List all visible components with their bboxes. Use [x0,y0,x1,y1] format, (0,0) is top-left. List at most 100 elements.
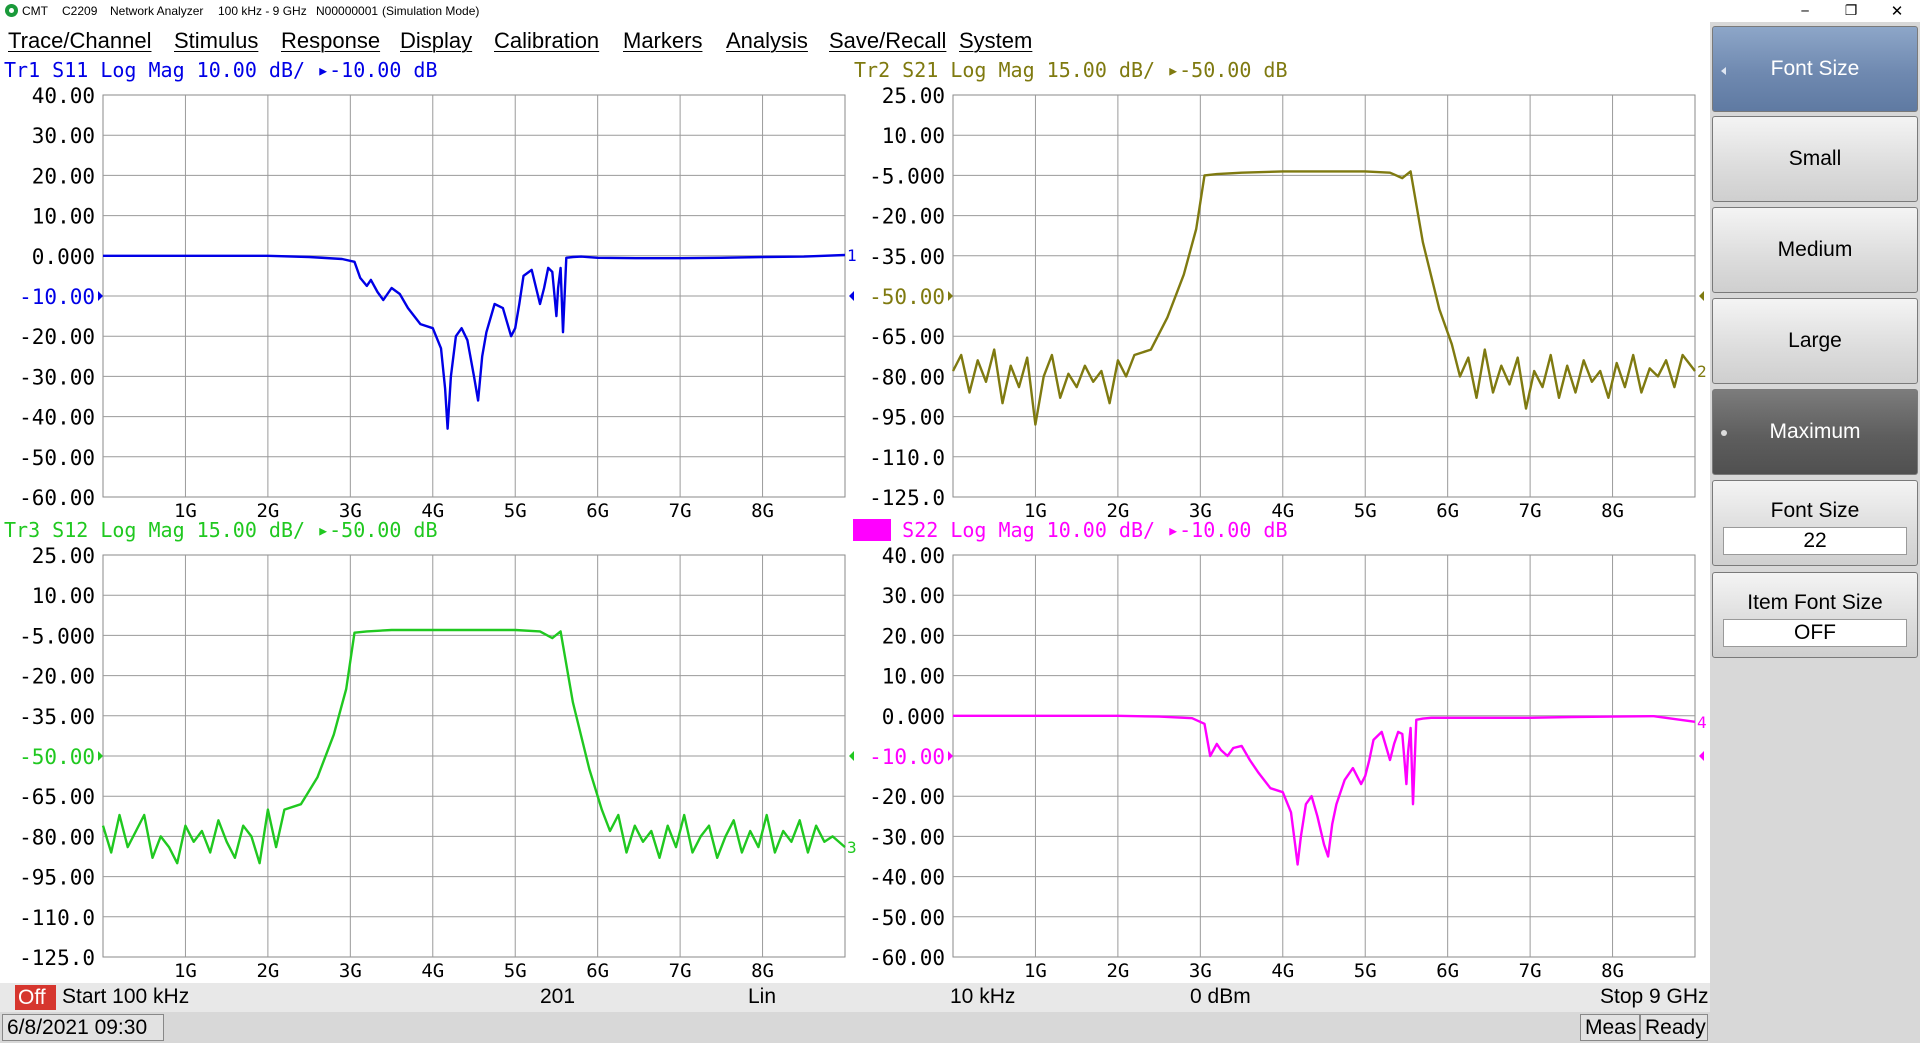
close-button[interactable]: ✕ [1890,2,1904,20]
ready-status: Ready [1640,1014,1708,1041]
menu-display[interactable]: Display [400,28,473,53]
model-name: C2209 [62,4,98,18]
softkey-item-font-size[interactable]: Item Font Size OFF [1712,572,1918,658]
softkey-medium[interactable]: Medium [1712,207,1918,293]
trace-settings: S12 Log Mag 15.00 dB/ ▸-50.00 dB [40,518,437,542]
menu-calibration[interactable]: Calibration [494,28,600,53]
sweep-points[interactable]: 201 [540,985,576,1008]
x-tick-label: 4G [1271,500,1294,522]
trace-line-3 [101,628,846,865]
trace-header-4[interactable]: Tr4 S22 Log Mag 10.00 dB/ ▸-10.00 dB [854,518,1287,542]
simulation-mode: (Simulation Mode) [382,4,480,18]
y-tick-label: 10.00 [32,205,95,229]
sweep-type[interactable]: Lin [748,985,777,1008]
x-tick-label: 8G [751,960,774,982]
menu-system[interactable]: System [959,28,1033,53]
reference-level-right-icon [849,751,854,761]
y-tick-label: 25.00 [32,544,95,568]
menu-save-recall[interactable]: Save/Recall [829,28,947,53]
reference-level-left-icon [948,291,953,301]
y-tick-label: -20.00 [869,205,945,229]
x-tick-label: 8G [751,500,774,522]
x-tick-label: 8G [1601,500,1624,522]
x-tick-label: 8G [1601,960,1624,982]
softkey-small[interactable]: Small [1712,116,1918,202]
x-tick-label: 4G [1271,960,1294,982]
rf-off-badge[interactable]: Off [15,985,56,1010]
x-tick-label: 1G [1024,500,1047,522]
x-tick-label: 7G [669,500,692,522]
source-power[interactable]: 0 dBm [1190,985,1251,1008]
active-trace-badge [853,519,891,541]
x-tick-label: 6G [586,500,609,522]
back-arrow-icon [1721,67,1726,75]
y-tick-label: 10.00 [882,665,945,689]
y-tick-label: 25.00 [882,84,945,108]
x-tick-label: 6G [1436,500,1459,522]
channel-status-bar: Off Start 100 kHz 201 Lin 10 kHz 0 dBm S… [0,983,1710,1012]
menu-bar: Trace/Channel Stimulus Response Display … [0,22,1710,55]
menu-analysis[interactable]: Analysis [726,28,808,53]
item-font-size-toggle[interactable]: OFF [1723,619,1907,647]
channel-window-1[interactable]: 40.00 30.00 20.00 10.00 0.000 -10.00 -20.00 -30… [4,58,857,522]
y-tick-label: -5.000 [19,624,95,648]
y-tick-label: -20.00 [869,785,945,809]
y-tick-label: -50.00 [19,745,95,769]
serial-number: N00000001 [316,4,379,18]
menu-trace-channel[interactable]: Trace/Channel [8,28,152,53]
y-tick-label: 30.00 [32,124,95,148]
x-tick-label: 6G [586,960,609,982]
y-tick-label: 20.00 [32,164,95,188]
y-tick-label: -125.0 [869,486,945,510]
restore-button[interactable]: ❐ [1844,3,1858,19]
trace-header-1[interactable]: Tr1 S11 Log Mag 10.00 dB/ ▸-10.00 dB [4,58,437,82]
softkey-font-size-header[interactable]: Font Size [1712,26,1918,112]
softkey-maximum[interactable]: Maximum [1712,389,1918,475]
y-tick-label: -125.0 [19,946,95,970]
instrument-status-bar: 6/8/2021 09:30 Meas Ready [0,1012,1710,1043]
reference-level-right-icon [1699,751,1704,761]
trace-header-3[interactable]: Tr3 S12 Log Mag 15.00 dB/ ▸-50.00 dB [4,518,437,542]
y-tick-label: -60.00 [869,946,945,970]
reference-level-left-icon [98,751,103,761]
x-tick-label: 7G [669,960,692,982]
y-tick-label: 40.00 [32,84,95,108]
softkey-large[interactable]: Large [1712,298,1918,384]
menu-response[interactable]: Response [281,28,381,53]
menu-stimulus[interactable]: Stimulus [174,28,259,53]
softkey-maximum-label: Maximum [1769,420,1861,443]
minimize-button[interactable]: ─ [1801,4,1809,18]
softkey-small-label: Small [1788,147,1842,170]
x-tick-label: 7G [1519,500,1542,522]
channel-window-4[interactable]: 40.00 30.00 20.00 10.00 0.000 -10.00 -20.00 -30… [853,518,1707,982]
y-tick-label: -50.00 [869,285,945,309]
softkey-font-size-value[interactable]: Font Size 22 [1712,480,1918,566]
x-tick-label: 4G [421,960,444,982]
x-tick-label: 1G [174,960,197,982]
channel-window-3[interactable]: 25.00 10.00 -5.000 -20.00 -35.00 -50.00 -65.00… [4,518,857,982]
x-tick-label: 1G [1024,960,1047,982]
x-tick-label: 2G [1106,500,1129,522]
font-size-input[interactable]: 22 [1723,527,1907,555]
stop-frequency[interactable]: Stop 9 GHz [1600,985,1709,1008]
y-tick-label: 10.00 [32,584,95,608]
start-frequency[interactable]: Start 100 kHz [62,985,190,1008]
y-tick-label: -110.0 [19,906,95,930]
x-tick-label: 1G [174,500,197,522]
if-bandwidth[interactable]: 10 kHz [950,985,1016,1008]
font-size-label: Font Size [1770,499,1860,522]
x-tick-label: 5G [504,500,527,522]
y-tick-label: -40.00 [19,406,95,430]
y-tick-label: -10.00 [19,285,95,309]
x-tick-label: 3G [339,960,362,982]
trace-header-2[interactable]: Tr2 S21 Log Mag 15.00 dB/ ▸-50.00 dB [854,58,1287,82]
trace-line-2 [951,170,1696,426]
trace-display-area[interactable]: 40.00 30.00 20.00 10.00 0.000 -10.00 -20.00 -30… [0,55,1710,983]
frequency-range: 100 kHz - 9 GHz [218,4,307,18]
reference-level-right-icon [849,291,854,301]
app-name: Network Analyzer [110,4,204,18]
menu-markers[interactable]: Markers [623,28,703,53]
item-font-size-label: Item Font Size [1747,591,1883,614]
channel-window-2[interactable]: 25.00 10.00 -5.000 -20.00 -35.00 -50.00 -65.00… [854,58,1707,522]
y-tick-label: -95.00 [19,866,95,890]
